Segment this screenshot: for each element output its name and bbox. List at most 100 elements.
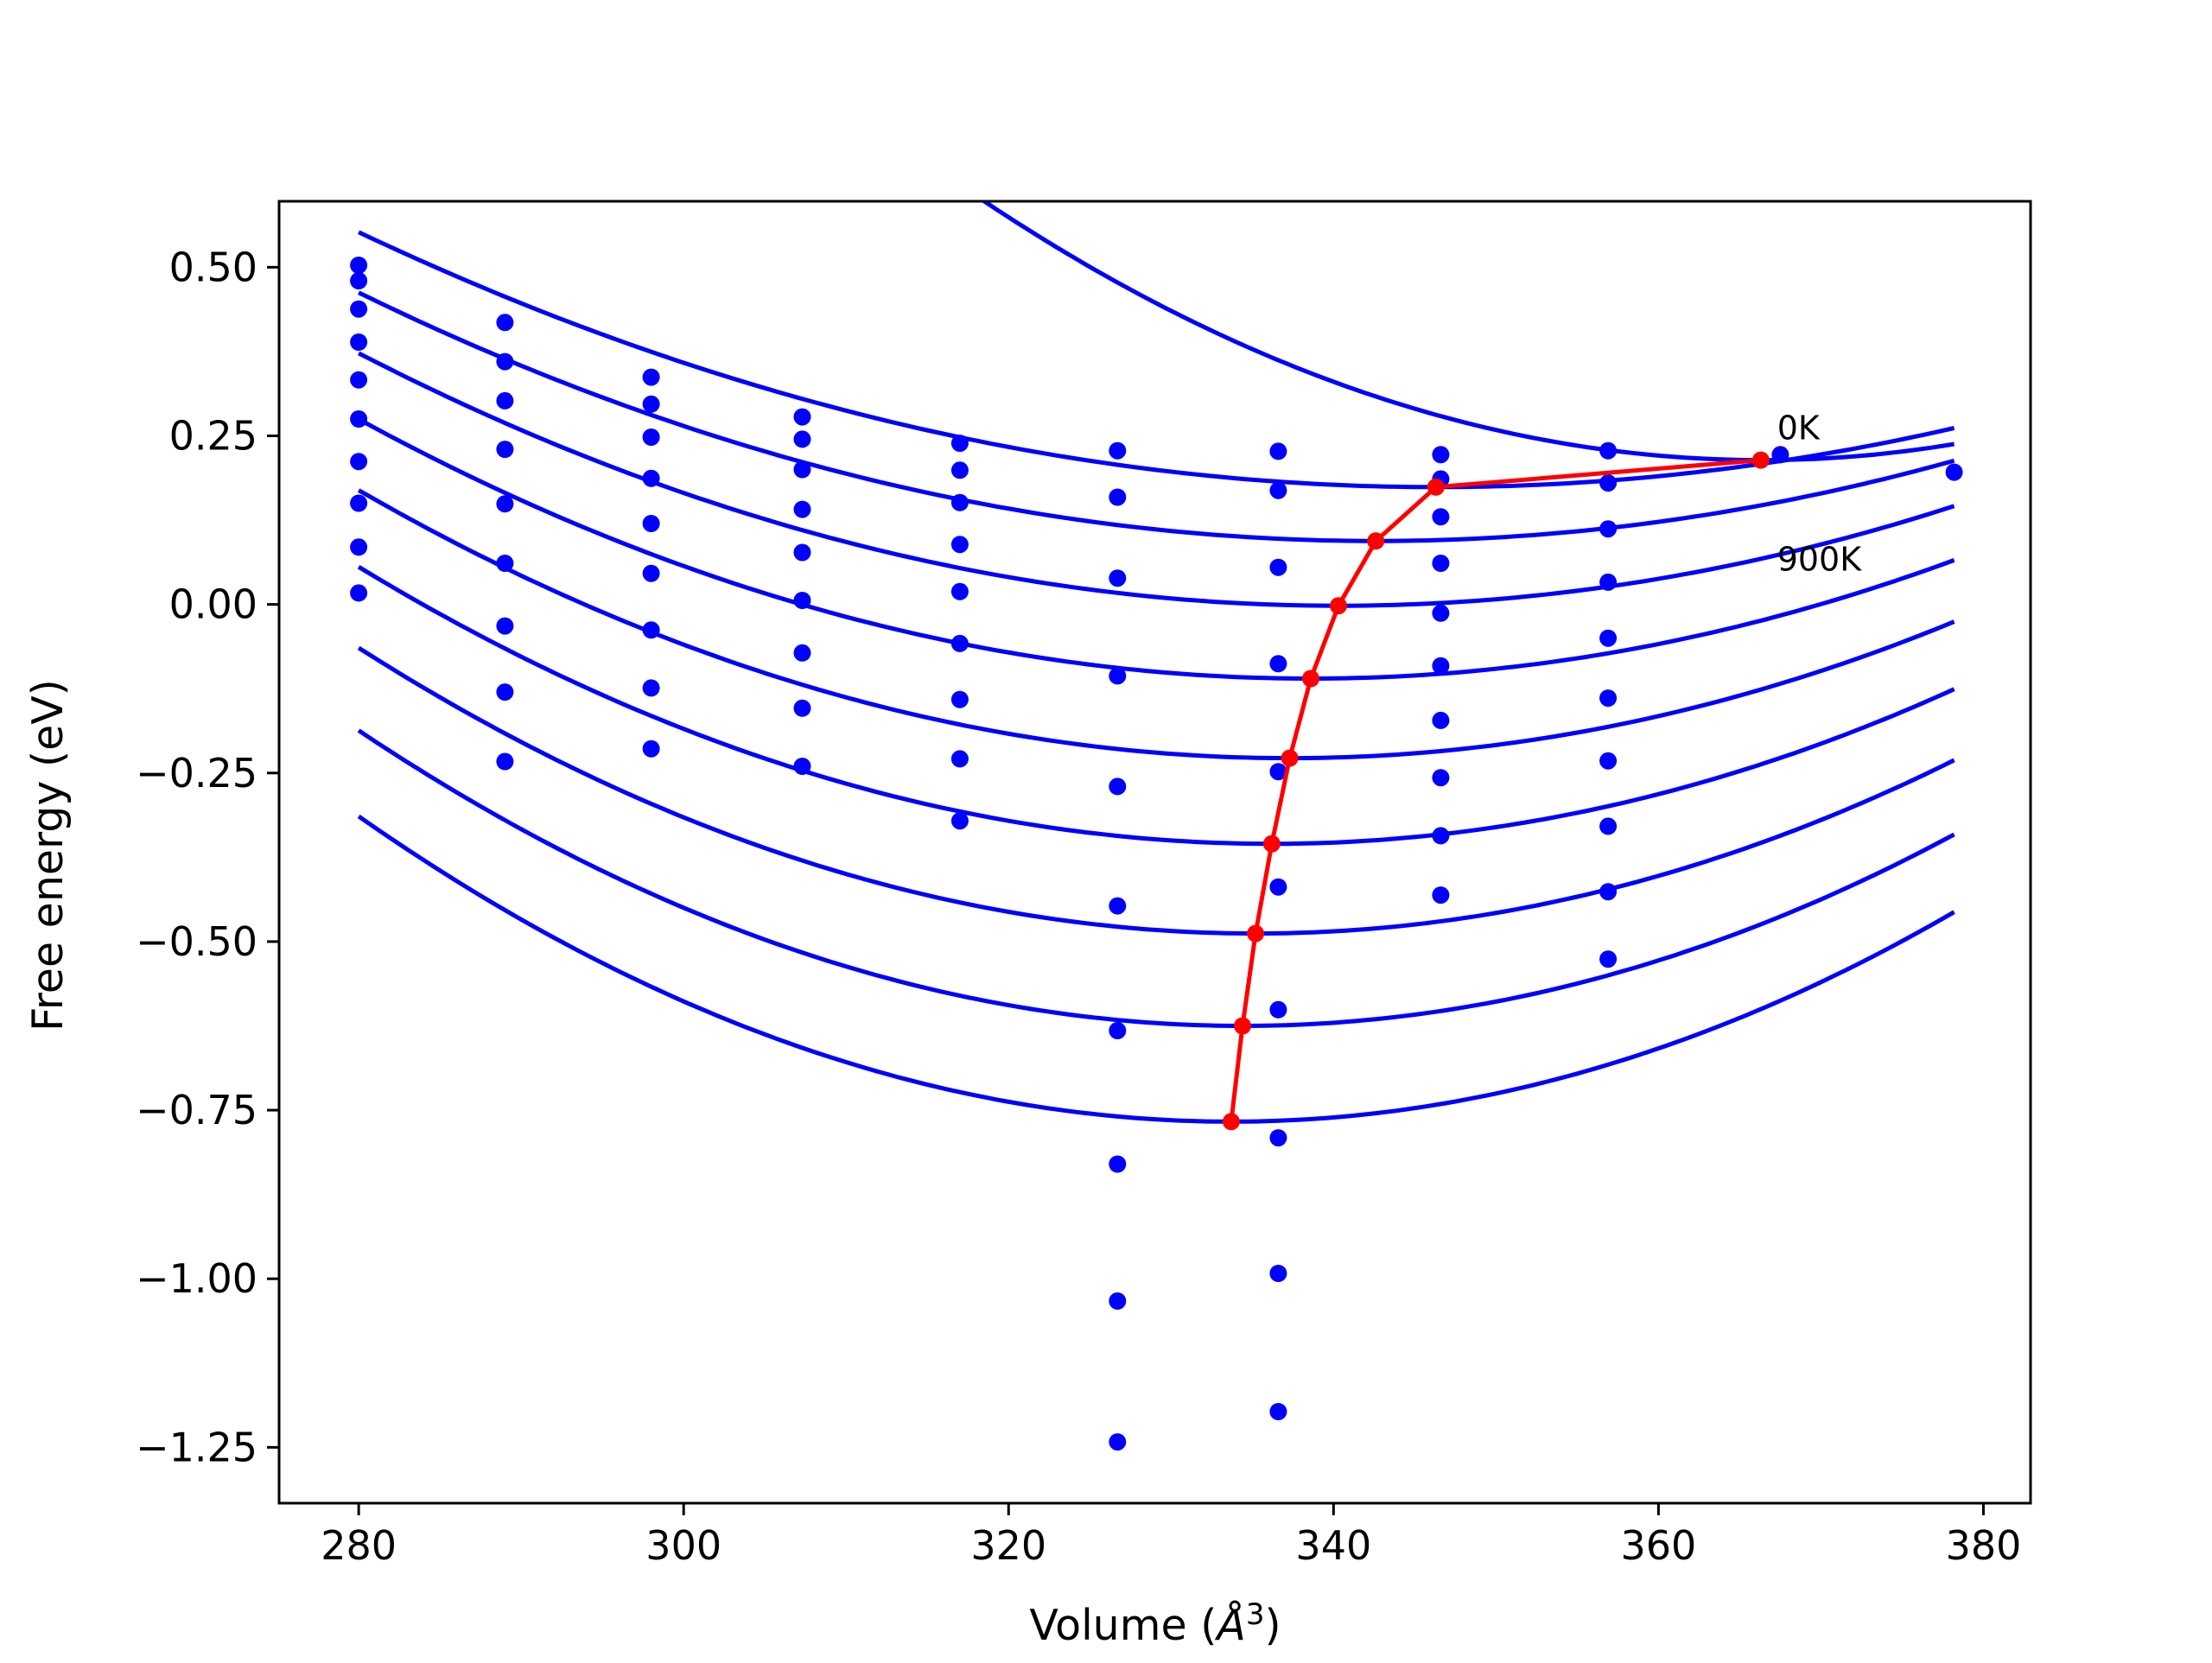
scatter-point: [950, 750, 969, 768]
scatter-point: [496, 495, 514, 513]
fit-curve-6: [357, 488, 1955, 761]
y-tick-label: −1.25: [136, 1424, 257, 1470]
scatter-point: [950, 435, 969, 453]
scatter-point: [1109, 1155, 1127, 1173]
scatter-point: [350, 371, 368, 389]
scatter-point: [496, 441, 514, 459]
scatter-point: [1109, 488, 1127, 506]
scatter-point: [1109, 897, 1127, 915]
annotation-label: 0K: [1777, 409, 1821, 447]
scatter-point: [496, 617, 514, 635]
y-tick-label: 0.25: [169, 412, 257, 459]
scatter-point: [642, 564, 660, 582]
scatter-point: [1432, 657, 1450, 675]
scatter-point: [642, 368, 660, 386]
scatter-point: [950, 690, 969, 708]
scatter-point: [950, 461, 969, 479]
scatter-point: [1599, 474, 1618, 492]
fit-curves-layer: [357, 201, 1955, 1124]
scatter-point: [642, 515, 660, 532]
scatter-point: [496, 391, 514, 409]
scatter-point: [350, 300, 368, 318]
minimum-path-point: [1247, 924, 1265, 943]
scatter-point: [793, 460, 811, 479]
scatter-point: [1432, 827, 1450, 845]
scatter-point: [1599, 752, 1618, 770]
fit-curve-4: [357, 351, 1955, 608]
minimum-path-line: [1229, 458, 1762, 1122]
y-axis-label: Free energy (eV): [23, 679, 73, 1031]
fit-curve-7: [357, 565, 1955, 847]
scatter-point: [793, 644, 811, 662]
x-axis-label-symbol: Å: [1214, 1599, 1246, 1650]
scatter-point: [1109, 1433, 1127, 1451]
y-axis-ticks: 0.50 0.25 0.00 −0.25 −0.50 −0.75 −1.00 −1.25: [136, 244, 279, 1470]
scatter-point: [642, 395, 660, 413]
scatter-point: [1269, 1129, 1287, 1147]
scatter-point: [350, 584, 368, 602]
scatter-point: [350, 272, 368, 289]
annotations-layer: 0K 900K: [1777, 409, 1863, 578]
y-tick-label: −0.25: [136, 750, 257, 797]
scatter-point: [950, 493, 969, 511]
y-tick-label: −0.75: [136, 1087, 257, 1133]
scatter-point: [1269, 878, 1287, 896]
x-axis-ticks: 280 300 320 340 360 380: [321, 1503, 2021, 1569]
x-tick-label: 340: [1295, 1522, 1371, 1569]
scatter-point: [1109, 569, 1127, 587]
scatter-point: [1109, 1022, 1127, 1039]
scatter-point: [1432, 508, 1450, 526]
x-axis-label-close: ): [1264, 1601, 1281, 1650]
scatter-point: [950, 536, 969, 554]
scatter-point: [1269, 1000, 1287, 1019]
scatter-point: [496, 752, 514, 771]
scatter-point: [793, 699, 811, 717]
x-axis-label: Volume (Å3): [1029, 1597, 1281, 1650]
scatter-point: [1599, 441, 1618, 460]
scatter-point: [642, 469, 660, 487]
scatter-point: [496, 352, 514, 371]
scatter-point: [1269, 655, 1287, 673]
minimum-path-point: [1222, 1113, 1240, 1131]
scatter-point: [1109, 667, 1127, 685]
x-tick-label: 360: [1620, 1522, 1696, 1569]
minimum-path-layer: [1222, 451, 1770, 1131]
scatter-point: [1109, 778, 1127, 796]
scatter-point: [793, 592, 811, 609]
scatter-point: [950, 582, 969, 600]
minimum-path-point: [1427, 478, 1445, 496]
minimum-path-point: [1302, 670, 1319, 688]
minimum-path-point: [1751, 451, 1770, 469]
scatter-point: [1432, 711, 1450, 729]
scatter-point: [1599, 817, 1618, 835]
fit-curve-5: [357, 417, 1955, 681]
scatter-point: [793, 758, 811, 775]
scatter-point: [793, 408, 811, 426]
minimum-path-point: [1330, 597, 1347, 615]
fit-curve-9: [357, 728, 1955, 1028]
scatter-point: [1771, 446, 1789, 464]
minimum-path-point: [1234, 1017, 1251, 1035]
scatter-point: [1269, 1265, 1287, 1282]
scatter-point: [1269, 558, 1287, 576]
x-axis-label-exponent: 3: [1246, 1597, 1265, 1632]
scatter-point: [642, 621, 660, 639]
y-tick-label: −0.50: [136, 918, 257, 965]
scatter-point: [350, 494, 368, 512]
scatter-point: [793, 543, 811, 562]
x-axis-label-text: Volume (: [1029, 1601, 1217, 1650]
scatter-point: [350, 333, 368, 351]
scatter-point: [350, 257, 368, 274]
y-tick-label: −1.00: [136, 1255, 257, 1302]
scatter-point: [1599, 629, 1618, 647]
fit-curve-2: [358, 230, 1955, 490]
scatter-point: [1599, 689, 1618, 708]
scatter-point: [350, 410, 368, 428]
scatter-point: [950, 634, 969, 652]
scatter-point: [642, 679, 660, 697]
scatter-point: [950, 812, 969, 830]
scatter-point: [1432, 555, 1450, 572]
